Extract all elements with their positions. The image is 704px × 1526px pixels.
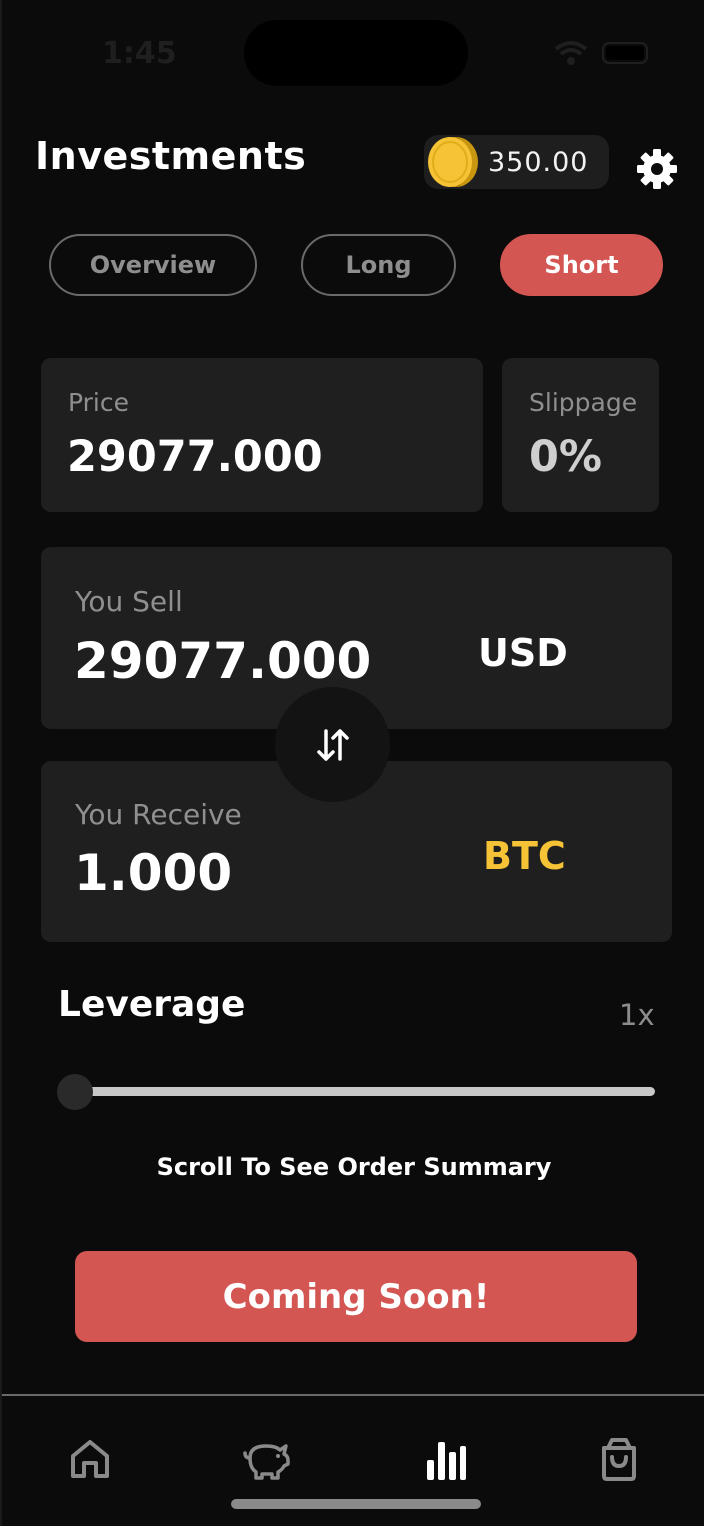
status-time: 1:45 (102, 36, 177, 71)
shopping-bag-icon (602, 1438, 636, 1481)
nav-divider (2, 1394, 704, 1396)
leverage-slider-track[interactable] (74, 1087, 655, 1096)
receive-currency[interactable]: BTC (483, 834, 566, 878)
leverage-title: Leverage (58, 984, 246, 1025)
wifi-icon (554, 41, 588, 65)
page-title: Investments (35, 134, 307, 178)
price-label: Price (68, 388, 129, 417)
scroll-hint: Scroll To See Order Summary (156, 1153, 552, 1181)
swap-arrows-icon (316, 728, 349, 761)
price-card: Price 29077.000 (41, 358, 483, 512)
nav-home[interactable] (65, 1434, 115, 1484)
price-value: 29077.000 (67, 432, 323, 482)
leverage-value: 1x (619, 998, 655, 1032)
sell-label: You Sell (75, 585, 183, 618)
tab-overview[interactable]: Overview (49, 234, 257, 296)
coin-balance[interactable]: 350.00 (424, 135, 609, 189)
tab-short[interactable]: Short (500, 234, 663, 296)
sell-amount-input[interactable]: 29077.000 (74, 632, 372, 690)
nav-shop[interactable] (594, 1434, 644, 1484)
swap-button[interactable] (275, 687, 390, 802)
slippage-label: Slippage (529, 388, 638, 417)
coming-soon-button[interactable]: Coming Soon! (75, 1251, 637, 1342)
balance-value: 350.00 (488, 147, 589, 178)
coin-icon (428, 137, 478, 187)
slippage-value: 0% (529, 432, 603, 482)
nav-savings[interactable] (242, 1434, 292, 1484)
battery-icon (602, 42, 648, 64)
leverage-slider-thumb[interactable] (57, 1074, 93, 1110)
home-icon (71, 1440, 109, 1478)
slippage-card[interactable]: Slippage 0% (502, 358, 659, 512)
home-indicator (231, 1499, 481, 1509)
nav-investments[interactable] (420, 1434, 470, 1484)
settings-gear-icon[interactable] (636, 148, 678, 190)
bar-chart-icon (427, 1442, 466, 1480)
tab-long[interactable]: Long (301, 234, 456, 296)
piggy-bank-icon (243, 1444, 290, 1480)
sell-currency[interactable]: USD (478, 631, 568, 675)
dynamic-island (244, 20, 468, 86)
receive-label: You Receive (75, 798, 242, 831)
receive-amount-input[interactable]: 1.000 (74, 844, 233, 902)
